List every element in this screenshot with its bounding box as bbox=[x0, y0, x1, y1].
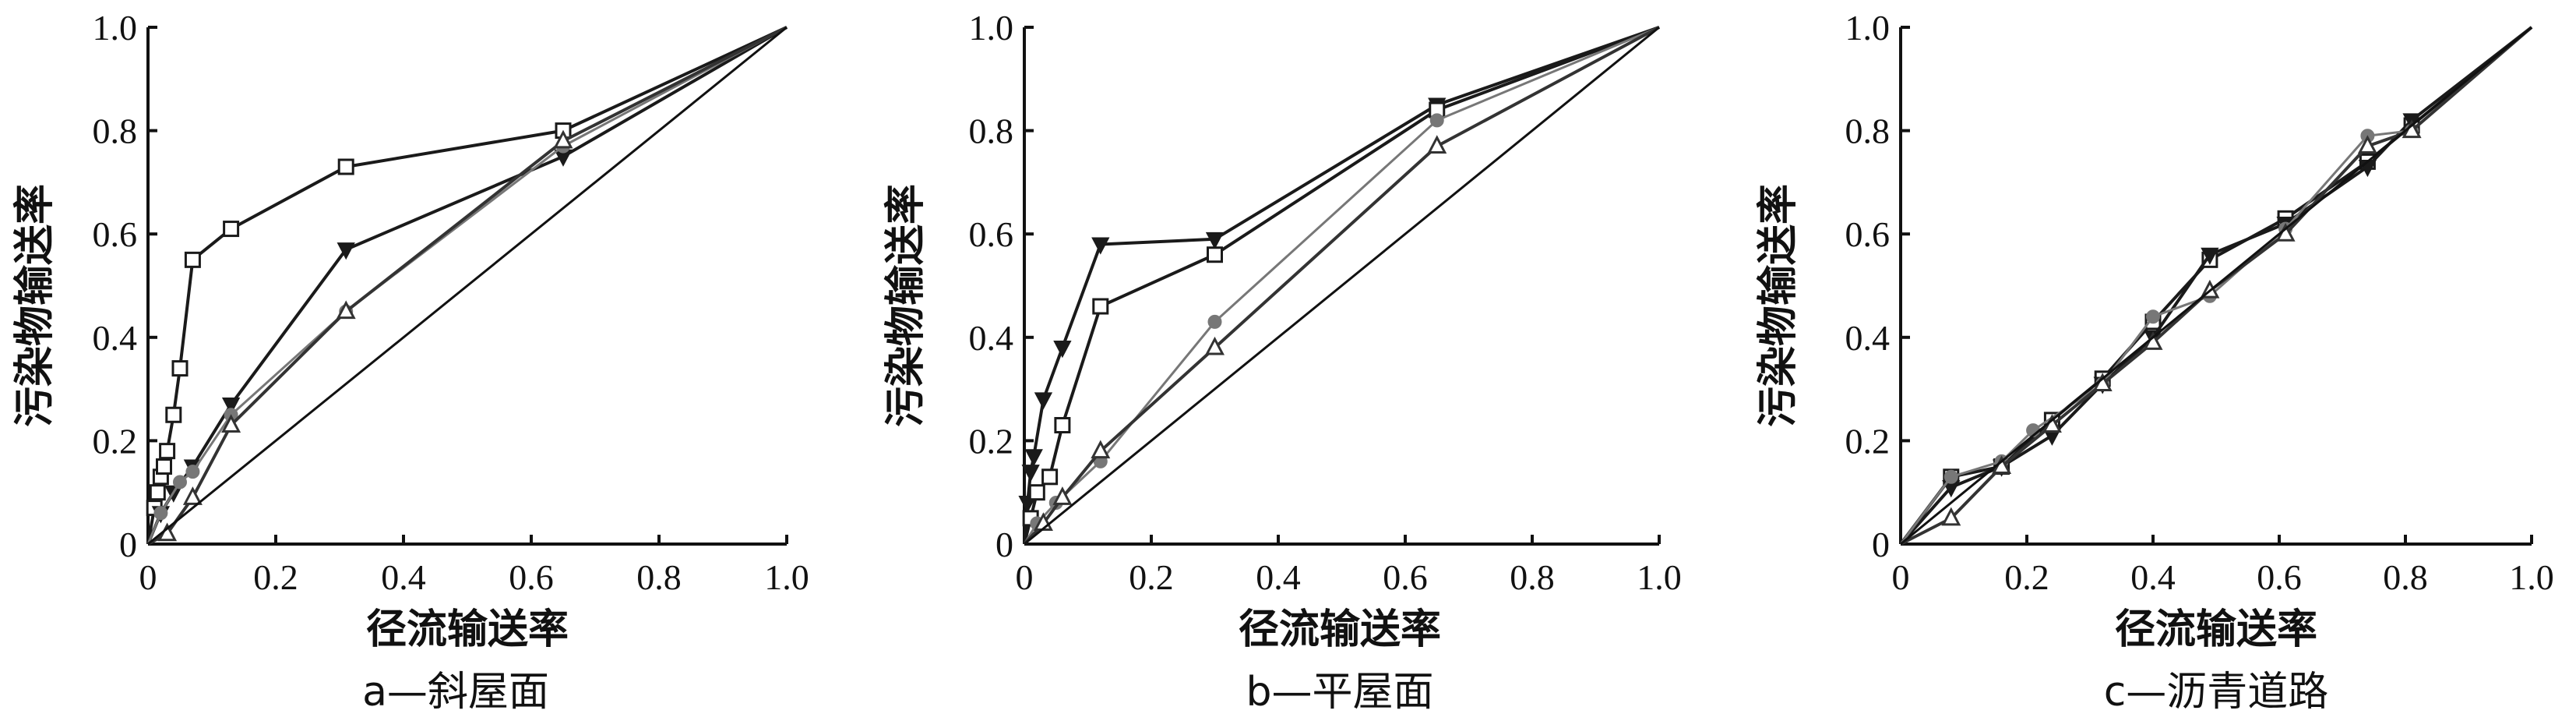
x-tick-label-c: 0.2 bbox=[2004, 557, 2049, 597]
point-square-a bbox=[159, 443, 176, 460]
point-triangle-down-b bbox=[1091, 237, 1110, 255]
point-triangle-down-b bbox=[1021, 465, 1040, 482]
point-square-b bbox=[1054, 417, 1071, 434]
point-square-a bbox=[171, 360, 189, 377]
point-triangle-down-b bbox=[1024, 449, 1043, 467]
xlabel-c: 径流输送率 bbox=[2115, 606, 2317, 653]
point-triangle-up-c bbox=[2357, 135, 2377, 154]
point-triangle-up-b bbox=[1205, 336, 1225, 355]
y-tick-label-b: 1.0 bbox=[969, 8, 1014, 48]
y-tick-label-b: 0.2 bbox=[969, 421, 1014, 461]
point-square-a bbox=[184, 251, 201, 268]
caption-b: b—平屋面 bbox=[1246, 669, 1433, 716]
panel-a: 污染物输送率 径流输送率 a—斜屋面 0 0.2 0.4 0.6 0.8 1.0 0 0.2 0… bbox=[12, 8, 809, 716]
point-square-b bbox=[1207, 246, 1223, 263]
x-tick-label-c: 1.0 bbox=[2509, 557, 2554, 597]
point-circle-c bbox=[2146, 309, 2160, 324]
y-tick-label-b: 0.4 bbox=[969, 318, 1014, 358]
point-square-a bbox=[156, 458, 172, 475]
x-tick-label-b: 1.0 bbox=[1637, 557, 1682, 597]
x-tick-label-c: 0.4 bbox=[2130, 557, 2176, 597]
point-triangle-up-a bbox=[336, 300, 356, 320]
xlabel-a: 径流输送率 bbox=[366, 606, 569, 653]
point-circle-b bbox=[1429, 113, 1444, 128]
caption-c: c—沥青道路 bbox=[2104, 669, 2329, 716]
point-triangle-down-b bbox=[1053, 341, 1072, 359]
point-triangle-up-b bbox=[1091, 440, 1111, 459]
point-triangle-down-a bbox=[337, 242, 355, 260]
point-triangle-up-b bbox=[1052, 486, 1073, 505]
y-tick-label-c: 0.2 bbox=[1845, 421, 1891, 461]
point-circle-a bbox=[173, 475, 187, 490]
point-triangle-down-c bbox=[2201, 247, 2219, 265]
ylabel-b: 污染物输送率 bbox=[883, 184, 929, 427]
point-triangle-up-b bbox=[1427, 135, 1447, 154]
ylabel-c: 污染物输送率 bbox=[1755, 184, 1802, 427]
y-tick-label-a: 0 bbox=[119, 525, 137, 564]
point-square-a bbox=[223, 221, 240, 238]
y-tick-label-a: 1.0 bbox=[93, 8, 138, 48]
y-tick-label-c: 0 bbox=[1872, 525, 1890, 564]
point-square-b bbox=[1092, 298, 1109, 315]
x-tick-label-b: 0.2 bbox=[1129, 557, 1174, 597]
y-tick-label-c: 0.6 bbox=[1845, 214, 1891, 254]
point-circle-a bbox=[185, 465, 200, 479]
point-square-a bbox=[165, 406, 182, 423]
y-tick-label-b: 0.8 bbox=[969, 111, 1014, 151]
point-square-b bbox=[1041, 468, 1059, 486]
y-tick-label-b: 0 bbox=[996, 525, 1013, 564]
x-tick-label-a: 0.2 bbox=[253, 557, 298, 597]
ylabel-a: 污染物输送率 bbox=[12, 184, 58, 427]
x-tick-label-b: 0 bbox=[1016, 557, 1034, 597]
x-tick-label-a: 0 bbox=[139, 557, 157, 597]
point-triangle-down-a bbox=[221, 397, 241, 415]
x-tick-label-b: 0.6 bbox=[1383, 557, 1428, 597]
x-tick-label-b: 0.8 bbox=[1510, 557, 1555, 597]
x-tick-label-c: 0.6 bbox=[2257, 557, 2302, 597]
point-square-a bbox=[337, 158, 354, 175]
x-tick-label-a: 0.4 bbox=[381, 557, 426, 597]
point-triangle-up-a bbox=[182, 486, 203, 505]
x-tick-label-b: 0.4 bbox=[1256, 557, 1301, 597]
point-square-a bbox=[149, 484, 166, 501]
reference-line-a bbox=[147, 26, 788, 546]
y-tick-label-a: 0.8 bbox=[93, 111, 138, 151]
panel-b: 污染物输送率 径流输送率 b—平屋面 0 0.2 0.4 0.6 0.8 1.0 0 0.2 0… bbox=[883, 8, 1682, 716]
panel-c: 污染物输送率 径流输送率 c—沥青道路 0 0.2 0.4 0.6 0.8 1.0 0 0.2… bbox=[1755, 8, 2554, 716]
point-triangle-down-b bbox=[1034, 392, 1053, 410]
point-triangle-down-b bbox=[1205, 231, 1225, 249]
y-tick-label-a: 0.2 bbox=[93, 421, 138, 461]
point-circle-c bbox=[1943, 469, 1958, 484]
point-circle-a bbox=[153, 506, 168, 521]
x-tick-label-a: 0.8 bbox=[636, 557, 682, 597]
reference-line-c bbox=[1900, 26, 2532, 546]
x-tick-label-c: 0.8 bbox=[2383, 557, 2428, 597]
point-triangle-up-c bbox=[1941, 507, 1961, 526]
y-tick-label-c: 1.0 bbox=[1845, 8, 1891, 48]
y-tick-label-a: 0.4 bbox=[93, 318, 138, 358]
xlabel-b: 径流输送率 bbox=[1239, 606, 1441, 653]
x-tick-label-a: 0.6 bbox=[509, 557, 554, 597]
x-tick-label-a: 1.0 bbox=[764, 557, 809, 597]
y-tick-label-a: 0.6 bbox=[93, 214, 138, 254]
point-circle-b bbox=[1207, 314, 1222, 329]
caption-a: a—斜屋面 bbox=[362, 669, 549, 716]
point-square-b bbox=[1028, 484, 1045, 501]
point-triangle-up-a bbox=[221, 414, 241, 433]
reference-line-b bbox=[1024, 26, 1660, 546]
x-tick-label-c: 0 bbox=[1892, 557, 1910, 597]
y-tick-label-c: 0.8 bbox=[1845, 111, 1891, 151]
point-triangle-up-a bbox=[553, 129, 573, 149]
y-tick-label-b: 0.6 bbox=[969, 214, 1014, 254]
y-tick-label-c: 0.4 bbox=[1845, 318, 1891, 358]
